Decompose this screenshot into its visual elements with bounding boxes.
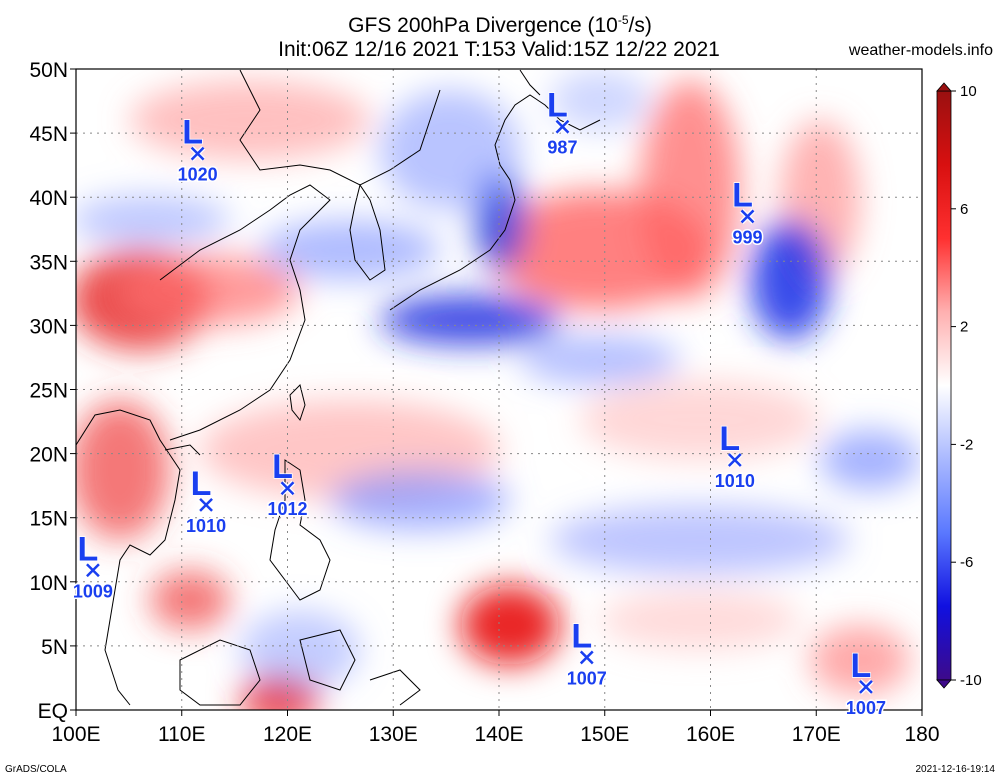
low-symbol: L [851,647,872,685]
x-tick-label: 160E [686,723,735,746]
colorbar-top-triangle [936,82,952,92]
low-center: L 1009 [71,530,114,603]
colorbar-label: -6 [960,554,973,571]
low-center: L 1012 [266,447,309,520]
colorbar-label: 2 [960,319,968,336]
x-tick-label: 150E [580,723,629,746]
low-pressure-centers: L 1020 L 987 L 999 L 1012 L 1010 L 1010 L 1009 L 1007 L 1… [71,86,887,719]
low-center: L 987 [546,86,579,159]
low-center: L 1007 [565,617,608,690]
footer-timestamp: 2021-12-16-19:14 [915,764,995,775]
y-axis: EQ 5N 10N 15N 20N 25N 30N 35N 40N 45N 50N [29,59,76,723]
x-tick-label: 130E [369,723,418,746]
low-marker [555,119,570,134]
low-center: L 999 [731,176,764,249]
low-symbol: L [732,176,753,214]
low-center: L 1010 [185,464,228,537]
colorbar-label: 6 [960,201,968,218]
low-pressure-label: 1009 [73,581,113,601]
x-tick-label: 170E [792,723,841,746]
y-tick-label: 10N [29,572,68,595]
site-label: weather-models.info [848,42,993,59]
y-tick-label: 20N [29,444,68,467]
x-tick-label: 110E [158,723,206,746]
low-pressure-label: 1020 [178,165,218,185]
low-center: L 1007 [844,646,887,719]
low-marker [280,481,295,496]
colorbar-label: -10 [960,672,982,689]
x-tick-label: 140E [474,723,523,746]
colorbar: 10 6 2 -2 -6 -10 [936,82,982,689]
y-tick-label: 5N [41,636,68,659]
low-symbol: L [571,617,592,655]
x-tick-label: 180 [904,723,939,746]
y-tick-label: 40N [29,187,68,210]
x-tick-label: 100E [51,723,100,746]
chart-title: GFS 200hPa Divergence (10-5/s) [348,13,652,37]
low-symbol: L [182,114,203,152]
coastlines [76,69,601,706]
y-tick-label: 50N [29,59,68,82]
x-tick-label: 120E [263,723,312,746]
low-marker [579,650,594,665]
low-marker [740,209,755,224]
low-pressure-label: 1012 [267,499,307,519]
low-marker [199,497,213,512]
low-pressure-label: 999 [732,227,762,247]
colorbar-bar [936,90,952,681]
y-tick-label: 45N [29,123,68,146]
low-marker [859,680,873,694]
grid-lines [76,69,922,710]
y-tick-label: 35N [29,251,68,274]
x-axis: 100E 110E 120E 130E 140E 150E 160E 170E 180 [51,710,940,746]
y-tick-label: 30N [29,315,68,338]
low-pressure-label: 1007 [567,668,607,688]
low-pressure-label: 987 [547,138,577,158]
low-marker [727,453,742,467]
colorbar-label: -2 [960,436,973,453]
low-symbol: L [191,465,212,503]
low-pressure-label: 1007 [846,698,886,718]
low-symbol: L [547,87,568,125]
low-marker [86,563,100,578]
low-marker [190,146,205,161]
y-tick-label: 25N [29,380,68,403]
low-center: L 1020 [176,113,219,186]
low-symbol: L [719,420,740,458]
y-tick-label: 15N [29,508,68,531]
low-pressure-label: 1010 [715,471,755,491]
y-tick-label: EQ [38,700,68,723]
colorbar-label: 10 [960,83,977,100]
footer-credit: GrADS/COLA [5,764,67,775]
low-pressure-label: 1010 [186,516,226,536]
colorbar-bottom-triangle [936,679,952,689]
low-symbol: L [272,448,293,486]
divergence-field [76,70,920,710]
low-symbol: L [78,530,99,568]
chart-subtitle: Init:06Z 12/16 2021 T:153 Valid:15Z 12/2… [278,38,720,61]
low-center: L 1010 [713,419,756,492]
